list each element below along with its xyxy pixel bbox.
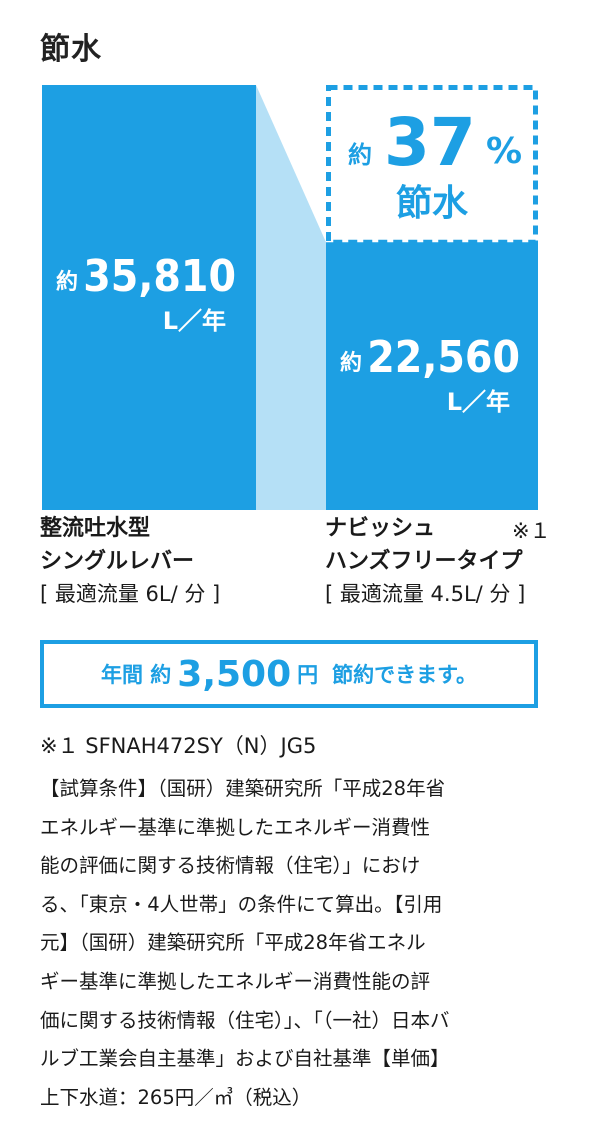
unit-label-left: L／年 — [163, 307, 226, 335]
conditions-line: る、「東京・4人世帯」の条件にて算出。【引用 — [40, 892, 443, 916]
comparison-connector — [256, 85, 326, 510]
savings-amount: 3,500 — [177, 653, 292, 695]
value-prefix-right: 約 — [340, 350, 362, 376]
value-label-left: 35,810 — [83, 251, 236, 302]
model-footnote: ※１ SFNAH472SY（N）JG5 — [40, 734, 317, 758]
value-prefix-left: 約 — [56, 269, 78, 295]
callout-percent-value: 37 — [384, 104, 476, 181]
category-right-flow: [ 最適流量 4.5L/ 分 ] — [325, 582, 526, 606]
callout-prefix: 約 — [348, 141, 372, 169]
conditions-line: 価に関する技術情報（住宅）」、「（一社）日本バ — [40, 1008, 450, 1032]
conditions-line: 元】（国研）建築研究所「平成28年省エネル — [40, 931, 426, 955]
annual-savings-box: 年間 約 3,500 円 節約できます。 — [40, 640, 538, 708]
category-right-line2: ハンズフリータイプ — [325, 549, 523, 574]
category-left-flow: [ 最適流量 6L/ 分 ] — [40, 582, 221, 606]
bar-navish — [326, 242, 538, 511]
savings-yen: 円 — [297, 663, 319, 687]
value-label-right: 22,560 — [367, 332, 520, 383]
footnote-marker: ※１ — [512, 519, 551, 543]
category-left-line1: 整流吐水型 — [40, 516, 151, 541]
savings-callout-frame — [326, 85, 538, 245]
conditions-line: ギー基準に準拠したエネルギー消費性能の評 — [40, 969, 431, 993]
callout-label: 節水 — [396, 183, 469, 224]
bar-single-lever — [42, 85, 256, 510]
category-label-left: 整流吐水型 シングルレバー [ 最適流量 6L/ 分 ] — [40, 512, 220, 611]
calculation-conditions: 【試算条件】（国研）建築研究所「平成28年省 エネルギー基準に準拠したエネルギー… — [40, 770, 550, 1117]
savings-chart: 約 37 % 節水 約 35,810 L／年 約 22,560 L／年 — [42, 85, 538, 511]
unit-label-right: L／年 — [447, 388, 510, 416]
conditions-line: 【試算条件】（国研）建築研究所「平成28年省 — [40, 777, 446, 800]
category-label-right: ナビッシュ ハンズフリータイプ [ 最適流量 4.5L/ 分 ] — [325, 512, 525, 611]
conditions-line: 上下水道：265円／㎥（税込） — [40, 1085, 312, 1109]
category-right-line1: ナビッシュ — [325, 516, 436, 541]
category-left-line2: シングルレバー — [40, 549, 195, 574]
callout-percent-sign: % — [486, 131, 522, 172]
conditions-line: ルブ工業会自主基準」および自社基準【単価】 — [40, 1047, 450, 1071]
savings-post: 節約できます。 — [332, 663, 478, 687]
conditions-line: 能の評価に関する技術情報（住宅）」におけ — [40, 854, 421, 878]
page-title: 節水 — [40, 32, 102, 67]
conditions-line: エネルギー基準に準拠したエネルギー消費性 — [40, 815, 431, 839]
savings-pre: 年間 約 — [100, 663, 172, 687]
